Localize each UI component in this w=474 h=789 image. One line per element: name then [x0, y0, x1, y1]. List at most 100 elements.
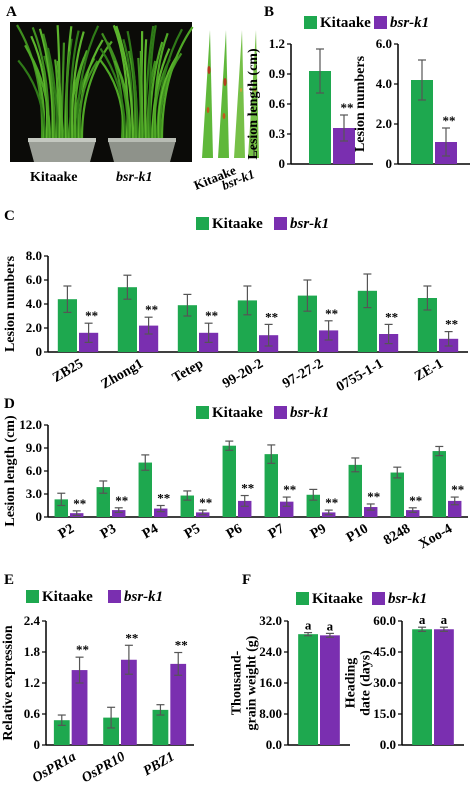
significance-label: ** [451, 482, 464, 497]
panel-label-f: F [242, 572, 251, 588]
bar-bsr-k1 [319, 330, 339, 352]
y-axis-title: Lesion numbers [3, 255, 18, 352]
photo-label-bsr-plant: bsr-k1 [116, 170, 153, 185]
legend-swatch-bsr-k1 [374, 16, 387, 29]
bar-kitaake [357, 290, 377, 352]
panel-label-e: E [4, 572, 14, 588]
y-tick-label: 0.6 [269, 96, 286, 111]
x-tick-label: 97-27-2 [280, 356, 326, 391]
bar-bsr-k1 [333, 128, 355, 164]
bar-kitaake [117, 287, 137, 352]
y-axis-title: date (days) [359, 650, 374, 716]
x-tick-label: PBZ1 [141, 749, 177, 779]
bar-kitaake [432, 451, 446, 517]
y-axis-title: Relative expression [1, 625, 16, 740]
photo-leaves [194, 22, 260, 162]
panel-label-b: B [264, 4, 274, 20]
significance-label: ** [443, 113, 456, 128]
y-axis-title: grain weight (g) [245, 635, 260, 730]
bar-kitaake [298, 634, 318, 745]
bar-kitaake [412, 629, 432, 745]
legend-label: bsr-k1 [124, 589, 163, 605]
bar-kitaake [152, 709, 169, 745]
significance-label: ** [265, 309, 278, 324]
chart-c: 0 2.0 4.0 6.0 8.0 Lesion numbers ** ZB25 ** Zhong… [3, 216, 468, 395]
legend-swatch-bsr-k1 [108, 590, 121, 603]
bar-kitaake [297, 295, 317, 352]
bar-kitaake [103, 717, 119, 745]
chart-f2: 0.0 15.0 30.0 45.0 60.0 Heading date (days) a a [344, 612, 464, 752]
bar-bsr-k1 [364, 507, 378, 517]
significance-label: ** [241, 481, 254, 496]
significance-label: ** [85, 308, 98, 323]
legend-label: Kitaake [42, 589, 93, 605]
significance-label: ** [157, 491, 170, 506]
chart-b2: 0 2.0 4.0 6.0 Lesion numbers ** [353, 36, 470, 171]
legend: Kitaake bsr-k1 [196, 216, 329, 232]
y-tick-label: 1.2 [24, 675, 40, 690]
legend-label: Kitaake [212, 405, 263, 421]
significance-label: ** [145, 302, 158, 317]
panel-label-d: D [4, 396, 15, 412]
legend: Kitaake bsr-k1 [196, 405, 329, 421]
bar-kitaake [53, 720, 70, 745]
bar-kitaake [57, 299, 77, 352]
legend-label: bsr-k1 [290, 216, 329, 232]
x-tick-label: P4 [140, 521, 161, 542]
chart-e: 0 0.6 1.2 1.8 2.4 Relative expression ** OsPR1a… [1, 589, 194, 786]
legend-swatch-bsr-k1 [274, 406, 287, 419]
legend-label: Kitaake [312, 591, 363, 607]
significance-label: a [327, 618, 334, 633]
y-tick-label: 0.6 [24, 706, 41, 721]
legend-swatch-kitaake [196, 406, 209, 419]
bar-kitaake [138, 462, 152, 517]
y-tick-label: 2.4 [24, 613, 41, 628]
legend-label: bsr-k1 [388, 591, 427, 607]
y-tick-label: 24.0 [259, 644, 282, 659]
bar-kitaake [264, 454, 278, 517]
x-tick-label: P2 [56, 521, 77, 542]
y-tick-label: 0 [36, 344, 43, 359]
y-tick-label: 1.2 [269, 36, 285, 51]
x-tick-label: Xoo-4 [417, 521, 455, 552]
bar-kitaake [177, 305, 197, 352]
significance-label: ** [325, 495, 338, 510]
x-tick-label: 0755-1-1 [334, 356, 386, 395]
significance-label: ** [325, 306, 338, 321]
legend-swatch-bsr-k1 [274, 217, 287, 230]
x-tick-label: P7 [266, 521, 287, 542]
y-tick-label: 8.0 [26, 248, 42, 263]
significance-label: ** [367, 489, 380, 504]
legend: Kitaake bsr-k1 [26, 589, 163, 605]
legend: Kitaake bsr-k1 [304, 15, 429, 31]
chart-b1: 0 0.3 0.6 0.9 1.2 Lesion length (cm) ** Kitaake… [246, 15, 429, 171]
significance-label: ** [445, 317, 458, 332]
significance-label: ** [205, 308, 218, 323]
y-tick-label: 0 [279, 156, 286, 171]
bar-kitaake [309, 71, 331, 164]
y-tick-label: 4.0 [376, 76, 392, 91]
legend-label: bsr-k1 [390, 15, 429, 31]
x-tick-label: Tetep [170, 356, 206, 386]
y-tick-label: 0 [36, 509, 43, 524]
significance-label: a [419, 612, 426, 627]
y-tick-label: 3.0 [26, 486, 42, 501]
y-tick-label: 2.0 [376, 116, 392, 131]
y-tick-label: 0.3 [269, 126, 286, 141]
y-axis-title: Thousand- [230, 650, 245, 715]
y-tick-label: 6.0 [26, 463, 42, 478]
y-axis-title: Lesion length (cm) [246, 48, 261, 160]
legend-label: bsr-k1 [290, 405, 329, 421]
y-axis-title: Heading [344, 658, 359, 709]
bar-bsr-k1 [434, 629, 454, 745]
legend-swatch-kitaake [304, 16, 317, 29]
panel-label-c: C [4, 208, 15, 224]
legend-swatch-bsr-k1 [372, 592, 385, 605]
bar-bsr-k1 [121, 659, 137, 745]
legend-label: Kitaake [320, 15, 371, 31]
significance-label: a [305, 618, 312, 633]
bar-bsr-k1 [71, 670, 88, 745]
legend-swatch-kitaake [26, 590, 39, 603]
y-tick-label: 2.0 [26, 320, 42, 335]
